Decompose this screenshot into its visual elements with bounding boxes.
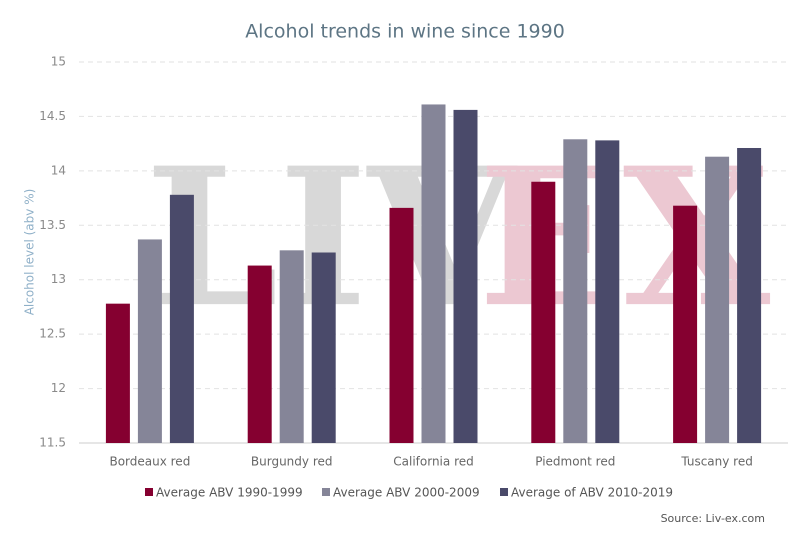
bar: [421, 104, 446, 443]
x-tick-label: Piedmont red: [535, 455, 615, 469]
y-tick-label: 12: [51, 381, 66, 395]
y-tick-label: 14: [51, 163, 66, 177]
bar: [705, 156, 730, 443]
bar: [279, 250, 304, 443]
bar: [105, 303, 130, 443]
bar: [563, 139, 588, 443]
bar: [169, 194, 194, 443]
y-axis-label: Alcohol level (abv %): [23, 189, 37, 316]
legend-label: Average ABV 2000-2009: [333, 486, 480, 500]
bar: [247, 265, 272, 443]
legend-swatch: [500, 488, 508, 496]
bar: [311, 252, 336, 443]
bar: [453, 109, 478, 443]
y-tick-label: 11.5: [39, 436, 66, 450]
x-tick-label: Burgundy red: [251, 455, 333, 469]
bar: [389, 207, 414, 443]
bar: [531, 181, 556, 443]
x-tick-label: Bordeaux red: [109, 455, 190, 469]
bar: [673, 205, 698, 443]
legend-label: Average of ABV 2010-2019: [511, 486, 673, 500]
x-tick-label: Tuscany red: [680, 455, 753, 469]
bar: [595, 140, 620, 443]
y-tick-label: 12.5: [39, 327, 66, 341]
legend-label: Average ABV 1990-1999: [156, 486, 303, 500]
y-tick-label: 14.5: [39, 109, 66, 123]
y-tick-label: 15: [51, 55, 66, 69]
chart-title: Alcohol trends in wine since 1990: [245, 21, 565, 43]
bar: [137, 239, 162, 443]
source: Source: Liv-ex.com: [661, 512, 765, 525]
legend-swatch: [145, 488, 153, 496]
x-tick-label: California red: [393, 455, 473, 469]
legend-swatch: [322, 488, 330, 496]
y-tick-label: 13.5: [39, 218, 66, 232]
bar: [737, 147, 762, 444]
y-tick-label: 13: [51, 272, 66, 286]
